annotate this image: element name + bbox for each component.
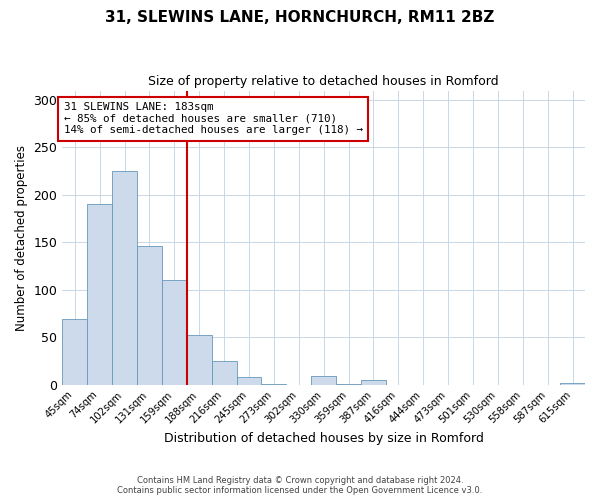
X-axis label: Distribution of detached houses by size in Romford: Distribution of detached houses by size … xyxy=(164,432,484,445)
Bar xyxy=(361,380,386,384)
Bar xyxy=(162,280,187,384)
Bar xyxy=(137,246,162,384)
Bar xyxy=(236,377,262,384)
Y-axis label: Number of detached properties: Number of detached properties xyxy=(15,144,28,330)
Bar xyxy=(212,361,236,384)
Text: 31 SLEWINS LANE: 183sqm
← 85% of detached houses are smaller (710)
14% of semi-d: 31 SLEWINS LANE: 183sqm ← 85% of detache… xyxy=(64,102,362,135)
Bar xyxy=(62,319,87,384)
Bar xyxy=(560,382,585,384)
Bar xyxy=(112,171,137,384)
Title: Size of property relative to detached houses in Romford: Size of property relative to detached ho… xyxy=(148,75,499,88)
Text: Contains HM Land Registry data © Crown copyright and database right 2024.
Contai: Contains HM Land Registry data © Crown c… xyxy=(118,476,482,495)
Text: 31, SLEWINS LANE, HORNCHURCH, RM11 2BZ: 31, SLEWINS LANE, HORNCHURCH, RM11 2BZ xyxy=(106,10,494,25)
Bar xyxy=(87,204,112,384)
Bar xyxy=(187,336,212,384)
Bar xyxy=(311,376,336,384)
